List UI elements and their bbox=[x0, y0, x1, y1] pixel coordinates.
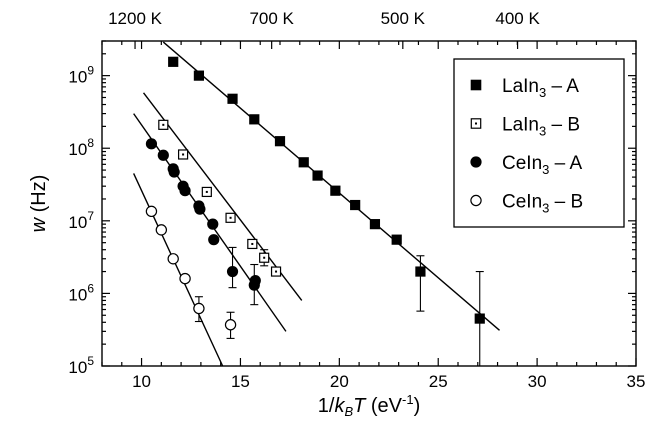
y-tick-label: 108 bbox=[68, 136, 94, 159]
x-tick-label: 25 bbox=[429, 372, 448, 391]
data-point bbox=[155, 224, 168, 236]
marker-dot bbox=[182, 153, 185, 156]
legend-marker bbox=[470, 194, 482, 207]
data-point bbox=[474, 313, 485, 324]
x-tick-label: 15 bbox=[231, 372, 250, 391]
legend-label: CeIn3 – A bbox=[502, 153, 582, 177]
data-point bbox=[298, 157, 309, 168]
data-point bbox=[208, 234, 220, 246]
y-tick-label: 106 bbox=[68, 281, 94, 304]
legend-label: CeIn3 – B bbox=[502, 192, 583, 216]
legend-marker bbox=[470, 156, 482, 168]
legend-marker bbox=[470, 79, 482, 91]
plot-frame bbox=[101, 40, 637, 367]
data-points bbox=[145, 56, 485, 331]
data-point bbox=[168, 166, 180, 178]
data-point bbox=[249, 275, 261, 287]
y-tick-label: 105 bbox=[68, 354, 94, 377]
top-tick-label: 700 K bbox=[249, 9, 294, 28]
data-point bbox=[415, 266, 426, 277]
data-point bbox=[207, 218, 219, 230]
x-tick-label: 35 bbox=[627, 372, 646, 391]
data-point bbox=[249, 114, 260, 125]
y-tick-label: 109 bbox=[68, 64, 94, 87]
data-point bbox=[194, 203, 206, 215]
data-point bbox=[158, 119, 169, 130]
data-point bbox=[330, 185, 341, 196]
x-tick-label: 30 bbox=[528, 372, 547, 391]
data-point bbox=[391, 234, 402, 245]
tick-labels: 10 15 20 25 30 35 105 106 107 108 109 1200 K 700 K 50… bbox=[68, 9, 645, 391]
data-point bbox=[312, 170, 323, 181]
data-point bbox=[247, 238, 258, 250]
data-point bbox=[168, 56, 179, 67]
marker-dot bbox=[251, 242, 254, 245]
fit-lines bbox=[133, 41, 500, 367]
data-point bbox=[226, 265, 239, 278]
top-tick-label: 1200 K bbox=[108, 9, 163, 28]
data-point bbox=[157, 149, 169, 161]
data-point bbox=[369, 219, 381, 230]
legend: LaIn3 – A LaIn3 – B CeIn3 – A CeIn3 – B bbox=[453, 58, 625, 228]
marker-dot bbox=[263, 256, 266, 259]
top-tick-label: 500 K bbox=[381, 9, 426, 28]
error-bar bbox=[416, 255, 425, 312]
marker-dot bbox=[162, 123, 165, 126]
data-point bbox=[274, 136, 286, 147]
data-point bbox=[145, 138, 158, 150]
legend-marker bbox=[470, 118, 482, 129]
data-point bbox=[177, 149, 189, 160]
fit-line-1 bbox=[142, 92, 303, 301]
data-point bbox=[225, 212, 236, 223]
y-tick-label: 107 bbox=[68, 209, 94, 232]
data-point bbox=[350, 199, 361, 211]
data-point bbox=[145, 205, 158, 218]
marker-dot bbox=[475, 122, 477, 125]
legend-box bbox=[453, 58, 625, 228]
data-point bbox=[167, 253, 179, 265]
legend-label: LaIn3 – A bbox=[502, 76, 579, 100]
error-bars bbox=[194, 246, 484, 366]
marker-dot bbox=[229, 216, 232, 219]
data-point bbox=[227, 93, 238, 104]
data-point bbox=[224, 319, 237, 331]
x-axis-title: 1/kBT (eV-1) bbox=[318, 392, 421, 419]
fit-line-3 bbox=[133, 173, 224, 367]
data-point bbox=[193, 70, 205, 81]
top-tick-label: 400 K bbox=[495, 9, 540, 28]
data-point bbox=[201, 186, 212, 198]
marker-dot bbox=[205, 190, 208, 193]
marker-dot bbox=[275, 270, 278, 273]
data-point bbox=[179, 272, 191, 285]
x-tick-label: 20 bbox=[330, 372, 349, 391]
legend-label: LaIn3 – B bbox=[502, 115, 580, 139]
data-point bbox=[259, 252, 270, 263]
data-point bbox=[270, 266, 282, 277]
x-tick-label: 10 bbox=[132, 372, 151, 391]
data-point bbox=[179, 185, 191, 197]
y-axis-title: w (Hz) bbox=[28, 175, 50, 233]
data-point bbox=[193, 302, 205, 315]
